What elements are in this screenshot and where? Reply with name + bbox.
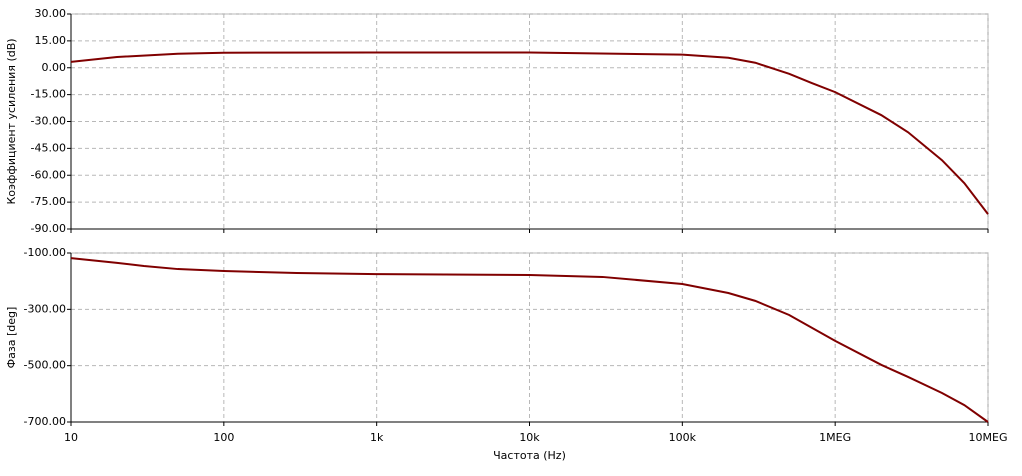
curve	[70, 51, 989, 215]
y-tick-label: -60.00	[31, 168, 66, 181]
y-tick-label: -75.00	[31, 195, 66, 208]
x-tick-label: 100k	[669, 431, 697, 444]
y-tick-label: 0.00	[42, 61, 67, 74]
x-tick-label: 1k	[370, 431, 384, 444]
x-tick-label: 100	[213, 431, 234, 444]
x-tick-label: 10k	[519, 431, 540, 444]
y-tick-label: -300.00	[24, 302, 66, 315]
x-tick-label: 10MEG	[969, 431, 1008, 444]
y-tick-label: 15.00	[35, 34, 67, 47]
y-tick-label: -700.00	[24, 415, 66, 428]
y-tick-label: -30.00	[31, 115, 66, 128]
x-axis-label: Частота (Hz)	[493, 449, 566, 462]
y-tick-label: -15.00	[31, 88, 66, 101]
y-tick-label: -100.00	[24, 246, 66, 259]
y-tick-label: -500.00	[24, 359, 66, 372]
y-tick-label: -45.00	[31, 141, 66, 154]
curve	[70, 257, 989, 423]
y-axis-label: Коэффициент усиления (dB)	[5, 38, 18, 204]
y-axis-label: Фаза [deg]	[5, 307, 18, 369]
y-tick-label: 30.00	[35, 7, 67, 20]
x-tick-label: 10	[64, 431, 78, 444]
y-tick-label: -90.00	[31, 222, 66, 235]
x-tick-label: 1MEG	[819, 431, 851, 444]
